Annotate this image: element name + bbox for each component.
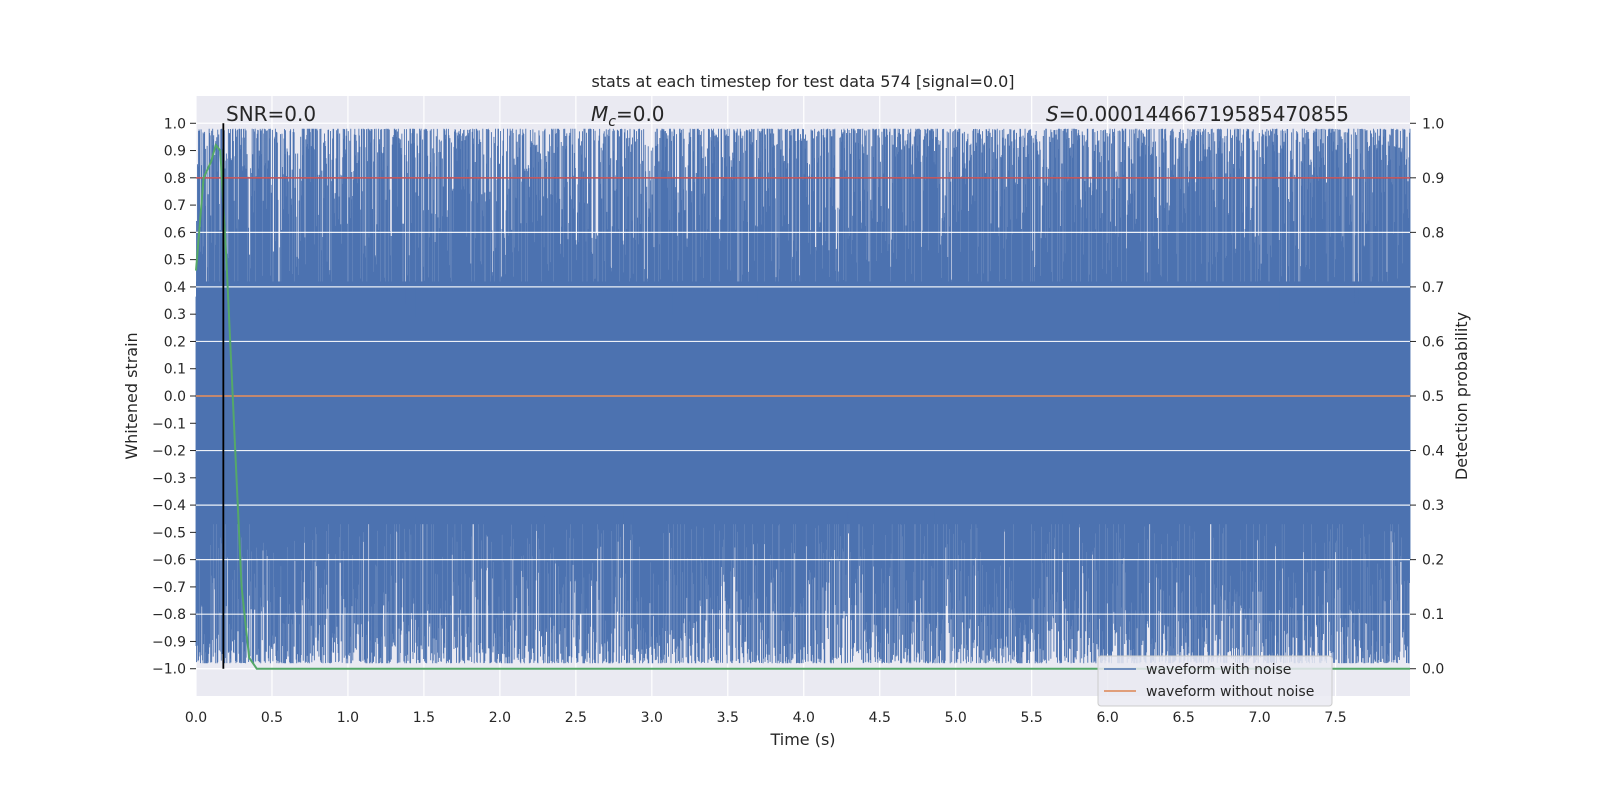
snr-annotation: SNR=0.0	[226, 102, 316, 126]
y-tick-label: 0.1	[164, 362, 186, 378]
series-detection-probability	[195, 142, 1410, 670]
x-tick-label: 0.5	[261, 710, 283, 726]
y-tick-label: −0.5	[152, 525, 186, 541]
chart-title: stats at each timestep for test data 574…	[591, 72, 1014, 91]
y-right-tick-label: 0.4	[1422, 444, 1444, 460]
legend: waveform with noise waveform without noi…	[1097, 655, 1333, 707]
s-annotation: S=0.00014466719585470855	[1046, 102, 1349, 126]
x-tick-label: 2.5	[565, 710, 587, 726]
x-tick-label: 3.0	[641, 710, 663, 726]
x-tick-label: 5.5	[1021, 710, 1043, 726]
x-tick-label: 5.0	[945, 710, 967, 726]
y-tick-label: 0.6	[164, 225, 186, 241]
x-tick-label: 1.0	[337, 710, 359, 726]
chirp-mass-symbol: M	[591, 102, 608, 126]
y-right-tick-label: 0.1	[1422, 607, 1444, 623]
y-tick-label: −0.8	[152, 607, 186, 623]
y-right-tick-label: 0.9	[1422, 171, 1444, 187]
series-lines	[195, 123, 1410, 670]
y-axis-right-label: Detection probability	[1452, 312, 1471, 480]
y-tick-label: −0.7	[152, 580, 186, 596]
x-tick-label: 4.0	[793, 710, 815, 726]
y-right-tick-label: 0.7	[1422, 280, 1444, 296]
y-tick-label: −0.3	[152, 471, 186, 487]
y-tick-label: −0.9	[152, 634, 186, 650]
y-right-tick-label: 0.3	[1422, 498, 1444, 514]
x-tick-label: 7.5	[1324, 710, 1346, 726]
y-tick-label: −0.1	[152, 416, 186, 432]
noise-trace	[195, 128, 1411, 664]
y-tick-label: 0.2	[164, 334, 186, 350]
y-tick-label: −1.0	[152, 662, 186, 678]
x-tick-label: 4.5	[869, 710, 891, 726]
y-right-tick-label: 0.0	[1422, 662, 1444, 678]
x-tick-label: 3.5	[717, 710, 739, 726]
axis-ticks: 0.0 0.5 1.0 1.5 2.0 2.5 3.0 3.5 4.0 4.5 5.0 5.5 6.0 6…	[152, 116, 1444, 726]
chirp-mass-subscript: c	[608, 114, 616, 130]
chirp-mass-annotation: Mc=0.0	[591, 102, 665, 130]
y-tick-label: 0.4	[164, 280, 186, 296]
y-tick-label: 0.0	[164, 389, 186, 405]
y-tick-label: 1.0	[164, 116, 186, 132]
x-tick-label: 2.0	[489, 710, 511, 726]
series-waveform-with-noise	[195, 128, 1411, 664]
legend-label-waveform-with-noise: waveform with noise	[1146, 662, 1291, 678]
y-right-tick-label: 0.5	[1422, 389, 1444, 405]
y-tick-label: −0.2	[152, 444, 186, 460]
x-tick-label: 0.0	[185, 710, 207, 726]
y-right-tick-label: 0.2	[1422, 553, 1444, 569]
x-tick-label: 1.5	[413, 710, 435, 726]
y-tick-label: 0.7	[164, 198, 186, 214]
y-axis-label: Whitened strain	[122, 332, 141, 459]
y-right-tick-label: 0.6	[1422, 334, 1444, 350]
x-axis-label: Time (s)	[769, 730, 835, 749]
y-tick-label: 0.3	[164, 307, 186, 323]
x-tick-label: 6.0	[1097, 710, 1119, 726]
x-tick-label: 6.5	[1172, 710, 1194, 726]
y-tick-label: −0.4	[152, 498, 186, 514]
y-right-tick-label: 0.8	[1422, 225, 1444, 241]
y-right-tick-label: 1.0	[1422, 116, 1444, 132]
y-tick-label: −0.6	[152, 553, 186, 569]
x-tick-label: 7.0	[1248, 710, 1270, 726]
chirp-mass-value: =0.0	[616, 102, 665, 126]
legend-box	[1097, 655, 1333, 707]
y-tick-label: 0.9	[164, 144, 186, 160]
y-tick-label: 0.8	[164, 171, 186, 187]
legend-label-waveform-without-noise: waveform without noise	[1146, 684, 1314, 700]
y-tick-label: 0.5	[164, 253, 186, 269]
s-symbol: S	[1046, 102, 1059, 126]
s-value: =0.00014466719585470855	[1059, 102, 1349, 126]
